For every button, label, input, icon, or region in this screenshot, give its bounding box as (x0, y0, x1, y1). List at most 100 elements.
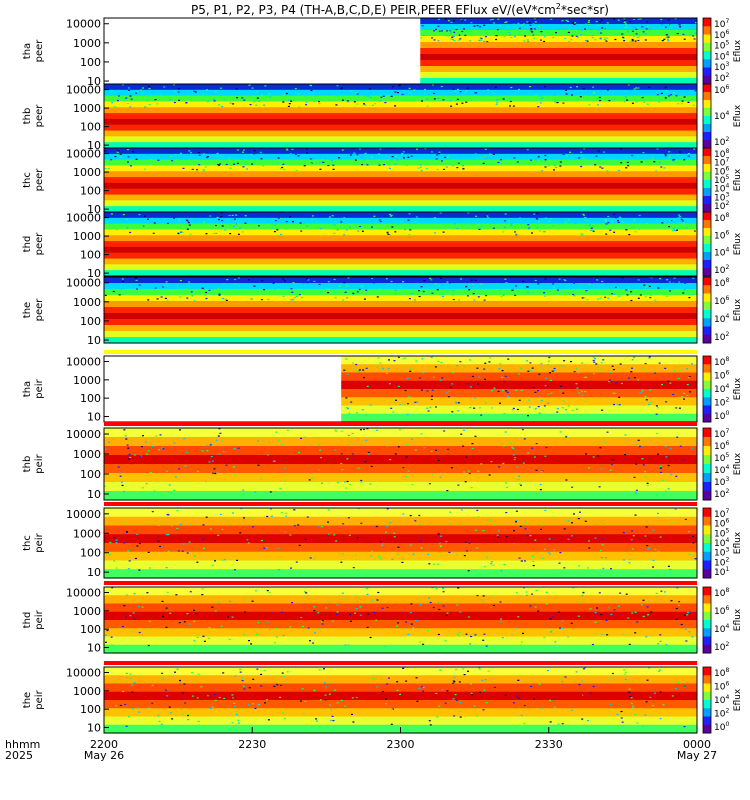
noise-pixel (202, 524, 205, 526)
noise-pixel (182, 543, 185, 545)
noise-pixel (613, 293, 616, 295)
noise-pixel (516, 27, 519, 29)
colorbar-segment (703, 172, 711, 181)
noise-pixel (423, 280, 426, 282)
noise-pixel (219, 513, 222, 515)
noise-pixel (511, 634, 514, 636)
noise-pixel (496, 29, 499, 31)
noise-pixel (114, 156, 117, 158)
noise-pixel (610, 568, 612, 570)
noise-pixel (515, 591, 518, 594)
noise-pixel (563, 279, 566, 281)
noise-pixel (529, 370, 532, 372)
noise-pixel (189, 591, 192, 593)
noise-pixel (388, 383, 391, 385)
noise-pixel (678, 151, 681, 153)
colorbar-segment (703, 356, 711, 365)
noise-pixel (605, 619, 608, 621)
quality-strip (104, 661, 697, 665)
noise-pixel (188, 150, 191, 152)
noise-pixel (206, 445, 209, 447)
noise-pixel (510, 31, 513, 33)
noise-pixel (480, 38, 483, 40)
noise-pixel (604, 441, 607, 444)
noise-pixel (456, 604, 459, 606)
noise-pixel (447, 20, 450, 22)
noise-pixel (438, 30, 441, 32)
noise-pixel (366, 428, 369, 430)
noise-pixel (376, 296, 379, 298)
noise-pixel (466, 295, 469, 297)
noise-pixel (104, 168, 107, 170)
noise-pixel (109, 156, 112, 158)
noise-pixel (164, 297, 167, 299)
noise-pixel (259, 159, 262, 161)
noise-pixel (171, 160, 174, 162)
noise-pixel (327, 281, 330, 283)
noise-pixel (384, 102, 387, 104)
noise-pixel (516, 466, 519, 468)
x-tick-label: 0000 (683, 738, 711, 751)
noise-pixel (436, 289, 439, 291)
noise-pixel (649, 294, 652, 296)
noise-pixel (297, 524, 300, 526)
noise-pixel (221, 559, 224, 561)
noise-pixel (635, 463, 638, 465)
noise-pixel (463, 555, 466, 557)
noise-pixel (226, 292, 229, 294)
noise-pixel (136, 533, 139, 535)
noise-pixel (531, 35, 534, 37)
noise-pixel (123, 429, 126, 431)
noise-pixel (586, 40, 589, 42)
y-tick-label: 10 (87, 488, 101, 501)
y-tick-label: 1000 (73, 102, 101, 115)
noise-pixel (366, 587, 369, 590)
noise-pixel (595, 21, 598, 23)
noise-pixel (178, 88, 181, 90)
noise-pixel (553, 367, 556, 370)
noise-pixel (489, 357, 492, 359)
spectrogram-band (104, 551, 697, 562)
noise-pixel (575, 368, 578, 370)
noise-pixel (252, 678, 255, 680)
noise-pixel (302, 713, 305, 715)
noise-pixel (370, 156, 373, 158)
panel-ylabel-probe: thc (22, 535, 33, 551)
noise-pixel (461, 30, 464, 33)
noise-pixel (631, 530, 634, 532)
noise-pixel (616, 713, 619, 716)
noise-pixel (457, 162, 460, 164)
noise-pixel (340, 221, 343, 223)
noise-pixel (416, 401, 419, 403)
noise-pixel (612, 369, 615, 371)
noise-pixel (545, 603, 548, 605)
noise-pixel (622, 531, 625, 534)
noise-pixel (561, 407, 564, 409)
noise-pixel (598, 21, 601, 23)
noise-pixel (666, 295, 669, 297)
noise-pixel (450, 29, 453, 32)
noise-pixel (260, 299, 263, 301)
noise-pixel (526, 534, 529, 536)
colorbar-segment (703, 26, 711, 35)
noise-pixel (185, 102, 188, 104)
noise-pixel (590, 229, 593, 231)
noise-pixel (116, 100, 119, 102)
noise-pixel (418, 687, 421, 690)
noise-pixel (584, 667, 586, 669)
noise-pixel (404, 357, 407, 359)
y-tick-label: 100 (80, 468, 101, 481)
noise-pixel (517, 215, 520, 217)
noise-pixel (452, 680, 455, 682)
noise-pixel (554, 641, 557, 643)
spectrogram-band (104, 289, 697, 296)
noise-pixel (476, 25, 479, 27)
noise-pixel (594, 397, 597, 399)
noise-pixel (630, 539, 633, 541)
noise-pixel (628, 643, 631, 645)
noise-pixel (620, 162, 623, 164)
noise-pixel (510, 36, 513, 39)
noise-pixel (452, 88, 455, 90)
